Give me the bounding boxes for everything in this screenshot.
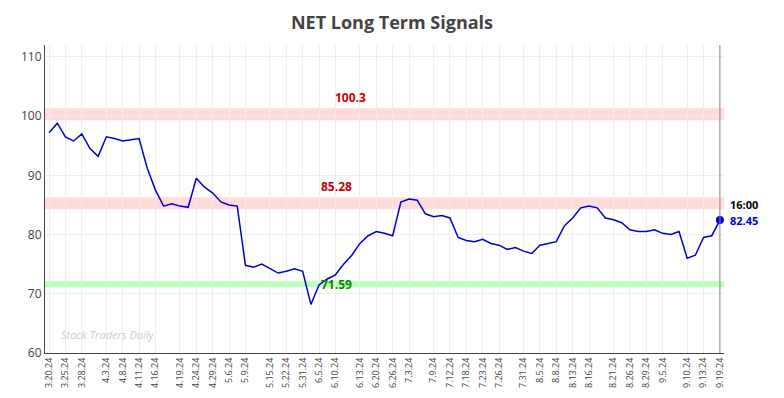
svg-text:5.15.24: 5.15.24: [263, 358, 276, 388]
svg-text:9.13.24: 9.13.24: [696, 358, 709, 388]
svg-text:7.18.24: 7.18.24: [459, 358, 472, 388]
svg-text:60: 60: [28, 344, 42, 361]
svg-text:100: 100: [21, 107, 42, 124]
svg-text:90: 90: [28, 167, 42, 184]
svg-text:9.10.24: 9.10.24: [680, 358, 693, 388]
svg-text:70: 70: [28, 285, 42, 302]
svg-text:8.26.24: 8.26.24: [623, 358, 636, 388]
svg-text:85.28: 85.28: [321, 178, 352, 195]
svg-text:100.3: 100.3: [335, 89, 366, 106]
svg-text:8.8.24: 8.8.24: [549, 358, 562, 383]
svg-text:NET Long Term Signals: NET Long Term Signals: [291, 10, 493, 34]
svg-text:5.9.24: 5.9.24: [238, 358, 251, 383]
svg-text:4.8.24: 4.8.24: [116, 358, 129, 383]
svg-text:9.19.24: 9.19.24: [713, 358, 726, 388]
svg-text:82.45: 82.45: [730, 213, 758, 228]
svg-text:6.26.24: 6.26.24: [386, 358, 399, 388]
svg-text:4.24.24: 4.24.24: [189, 358, 202, 388]
svg-text:6.20.24: 6.20.24: [369, 358, 382, 388]
svg-text:7.23.24: 7.23.24: [476, 358, 489, 388]
svg-text:6.10.24: 6.10.24: [328, 358, 341, 388]
svg-text:8.29.24: 8.29.24: [639, 358, 652, 388]
svg-text:110: 110: [21, 48, 42, 65]
svg-text:7.12.24: 7.12.24: [443, 358, 456, 388]
svg-text:6.13.24: 6.13.24: [353, 358, 366, 388]
svg-text:5.31.24: 5.31.24: [296, 358, 309, 388]
svg-text:3.20.24: 3.20.24: [42, 358, 55, 388]
svg-text:5.6.24: 5.6.24: [222, 358, 235, 383]
svg-text:9.5.24: 9.5.24: [656, 358, 669, 383]
svg-text:4.29.24: 4.29.24: [206, 358, 219, 388]
svg-text:8.21.24: 8.21.24: [606, 358, 619, 388]
svg-text:71.59: 71.59: [321, 276, 352, 293]
svg-text:3.28.24: 3.28.24: [75, 358, 88, 388]
svg-text:7.3.24: 7.3.24: [402, 358, 415, 383]
svg-text:3.25.24: 3.25.24: [58, 358, 71, 388]
svg-text:4.16.24: 4.16.24: [148, 358, 161, 388]
svg-text:6.5.24: 6.5.24: [312, 358, 325, 383]
svg-text:8.5.24: 8.5.24: [533, 358, 546, 383]
svg-text:5.22.24: 5.22.24: [279, 358, 292, 388]
svg-text:7.26.24: 7.26.24: [492, 358, 505, 388]
svg-text:Stock Traders Daily: Stock Traders Daily: [61, 327, 155, 342]
svg-text:4.3.24: 4.3.24: [99, 358, 112, 383]
svg-text:16:00: 16:00: [730, 197, 758, 212]
svg-text:80: 80: [28, 226, 42, 243]
svg-text:4.19.24: 4.19.24: [173, 358, 186, 388]
svg-text:8.13.24: 8.13.24: [566, 358, 579, 388]
svg-text:8.16.24: 8.16.24: [582, 358, 595, 388]
svg-text:4.11.24: 4.11.24: [132, 358, 145, 388]
svg-text:7.9.24: 7.9.24: [427, 358, 440, 383]
svg-text:7.31.24: 7.31.24: [516, 358, 529, 388]
